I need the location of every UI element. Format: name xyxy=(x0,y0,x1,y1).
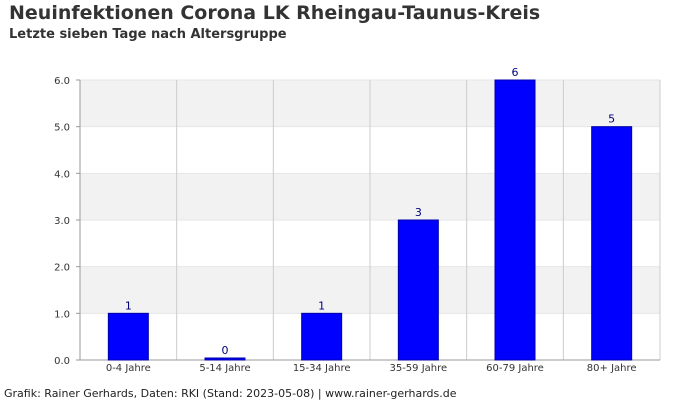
bar xyxy=(204,357,246,361)
x-tick-label: 15-34 Jahre xyxy=(293,363,351,374)
y-tick-label: 0.0 xyxy=(54,356,70,367)
x-tick-label: 80+ Jahre xyxy=(587,363,637,374)
chart-subtitle: Letzte sieben Tage nach Altersgruppe xyxy=(9,27,287,42)
bar xyxy=(107,312,149,361)
bar-value-label: 3 xyxy=(415,206,422,219)
x-tick-label: 0-4 Jahre xyxy=(106,363,151,374)
chart-title: Neuinfektionen Corona LK Rheingau-Taunus… xyxy=(9,2,541,24)
x-tick-label: 5-14 Jahre xyxy=(199,363,250,374)
bar xyxy=(397,219,439,361)
y-tick-label: 3.0 xyxy=(54,216,70,227)
bar-value-label: 6 xyxy=(512,66,519,79)
bar xyxy=(301,312,343,361)
y-tick-label: 1.0 xyxy=(54,309,70,320)
y-tick-label: 4.0 xyxy=(54,169,70,180)
bar-value-label: 0 xyxy=(222,344,229,357)
x-tick-label: 35-59 Jahre xyxy=(389,363,447,374)
y-tick-label: 2.0 xyxy=(54,263,70,274)
y-tick-label: 6.0 xyxy=(54,76,70,87)
footer-credit: Grafik: Rainer Gerhards, Daten: RKI (Sta… xyxy=(4,387,457,400)
x-tick-label: 60-79 Jahre xyxy=(486,363,544,374)
bar-value-label: 1 xyxy=(318,299,325,312)
bar xyxy=(494,79,536,361)
bar-value-label: 5 xyxy=(608,113,615,126)
bar-value-label: 1 xyxy=(125,299,132,312)
bar xyxy=(591,126,633,361)
y-tick-label: 5.0 xyxy=(54,123,70,134)
